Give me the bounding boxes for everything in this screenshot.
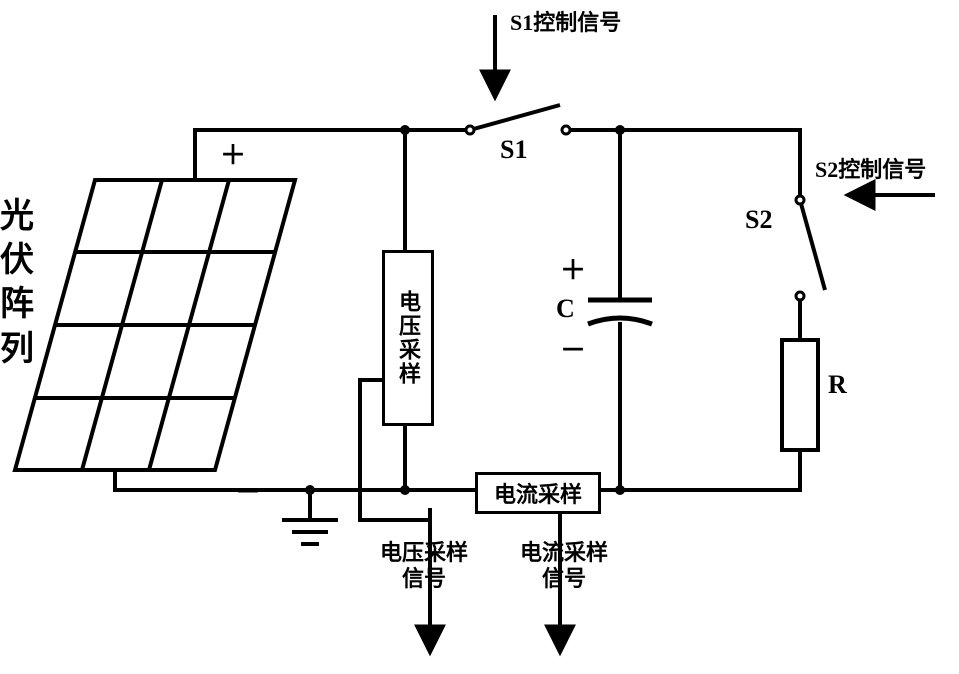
switch-s1 (470, 105, 560, 130)
s1-term-l (466, 126, 474, 134)
switch-s2 (800, 200, 825, 290)
current-signal-label: 电流采样 信号 (520, 540, 608, 593)
resistor (782, 340, 818, 450)
wire-top-right (572, 130, 800, 200)
wire-pv-bot (115, 470, 475, 490)
s1-signal-label: S1控制信号 (510, 5, 621, 37)
node-vs-bot (400, 485, 410, 495)
node-vs-top (400, 125, 410, 135)
s2-label: S2 (745, 205, 772, 235)
cap-label: C (556, 294, 575, 324)
pv-plus: ＋ (220, 135, 246, 172)
s2-signal-label: S2控制信号 (815, 152, 926, 184)
voltage-sample-box: 电压采样 (382, 250, 434, 426)
node-cap-bot (615, 485, 625, 495)
wire-vs-sig-join (360, 510, 430, 520)
node-gnd (305, 485, 315, 495)
s2-term-t (796, 196, 804, 204)
circuit-svg (0, 0, 959, 674)
cap-plus: ＋ (560, 250, 586, 287)
current-sample-box: 电流采样 (475, 472, 601, 514)
pv-array-title: 光伏阵列 (0, 195, 34, 372)
circuit-diagram: 光伏阵列 ＋ － S1 S1控制信号 S2 S2控制信号 C ＋ － R 电压采… (0, 0, 959, 674)
voltage-signal-label: 电压采样 信号 (380, 540, 468, 593)
cap-minus: － (560, 330, 586, 367)
node-cap-top (615, 125, 625, 135)
s1-label: S1 (500, 135, 527, 165)
wire-r-bot (595, 450, 800, 490)
pv-minus: － (235, 472, 261, 509)
wire-vs-sigtap (360, 380, 382, 520)
s1-term-r (562, 126, 570, 134)
s2-term-b (796, 292, 804, 300)
r-label: R (828, 370, 847, 400)
